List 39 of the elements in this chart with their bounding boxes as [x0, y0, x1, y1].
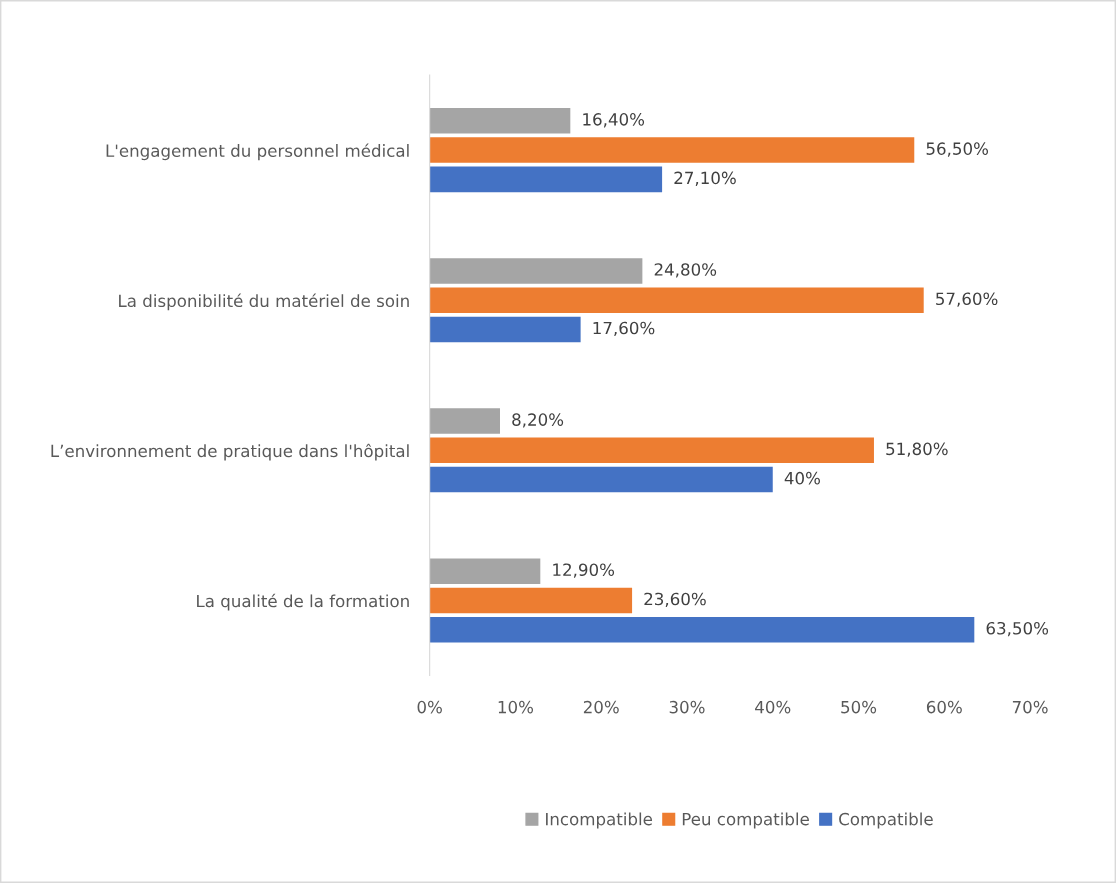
y-tick-label: La disponibilité du matériel de soin — [119, 293, 409, 311]
data-label: 57,60% — [936, 292, 998, 307]
data-label: 63,50% — [986, 621, 1049, 637]
x-tick-label: 30% — [669, 700, 705, 714]
bar — [429, 287, 924, 313]
bar — [429, 137, 915, 163]
y-tick-label: L’environnement de pratique dans l'hôpital — [51, 443, 409, 461]
legend-label: Compatible — [839, 812, 933, 829]
x-tick-label: 60% — [926, 700, 962, 714]
bar — [429, 616, 975, 643]
bar — [429, 108, 571, 134]
x-tick-label: 10% — [498, 700, 534, 714]
x-tick-label: 0% — [417, 700, 442, 714]
data-label: 17,60% — [593, 321, 655, 337]
bar — [429, 587, 633, 614]
y-tick-label: L'engagement du personnel médical — [106, 143, 409, 161]
data-label: 51,80% — [886, 442, 948, 457]
data-label: 56,50% — [926, 142, 989, 157]
bar — [429, 316, 581, 343]
bar — [429, 166, 663, 193]
bar — [429, 437, 874, 464]
bar — [429, 258, 643, 284]
legend-label: Incompatible — [546, 812, 653, 829]
bar — [429, 466, 773, 493]
bar — [429, 408, 500, 434]
x-tick-label: 20% — [583, 700, 619, 714]
x-tick-label: 50% — [841, 700, 877, 714]
data-label: 23,60% — [644, 592, 706, 607]
data-label: 16,40% — [583, 113, 645, 128]
data-label: 40% — [784, 471, 820, 485]
legend-label: Peu compatible — [682, 812, 809, 829]
data-label: 24,80% — [654, 263, 717, 278]
x-tick-label: 40% — [755, 700, 791, 714]
data-label: 8,20% — [512, 413, 564, 428]
data-label: 27,10% — [674, 171, 736, 186]
bar — [429, 558, 541, 584]
data-label: 12,90% — [553, 563, 615, 578]
x-tick-label: 70% — [1012, 700, 1048, 714]
y-tick-label: La qualité de la formation — [197, 593, 409, 611]
